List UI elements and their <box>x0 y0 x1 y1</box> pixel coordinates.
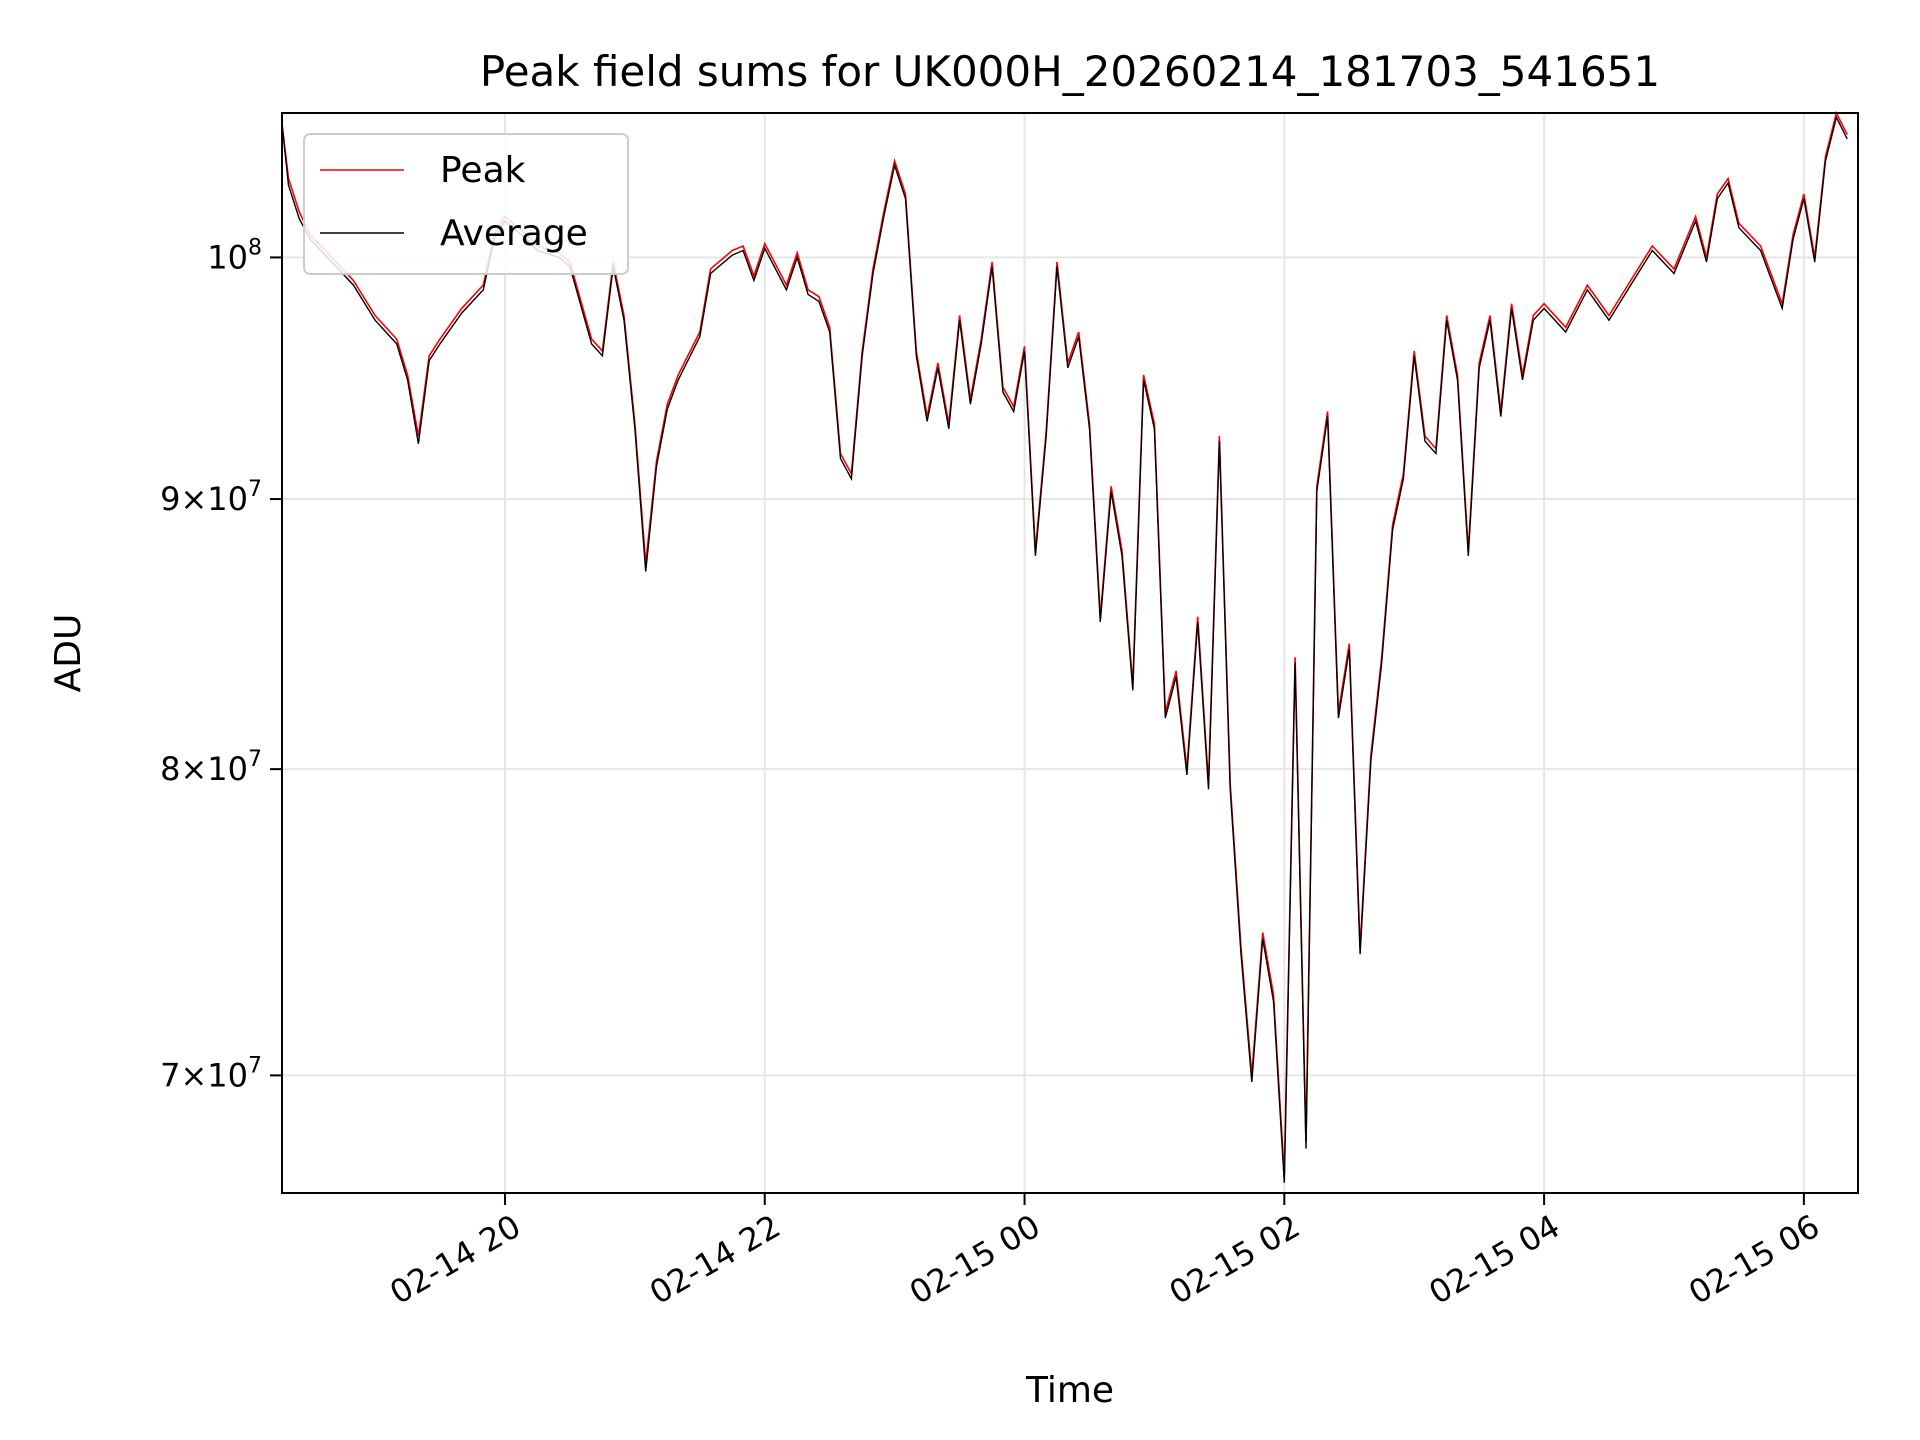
y-tick-label: 7×107 <box>160 1053 262 1094</box>
legend-label-peak: Peak <box>440 150 526 191</box>
y-axis: 7×107 8×107 9×107 108 <box>160 235 282 1094</box>
chart-title: Peak field sums for UK000H_20260214_1817… <box>480 47 1660 96</box>
legend-label-average: Average <box>440 213 588 254</box>
x-axis-label: Time <box>1025 1370 1114 1411</box>
legend-box <box>303 133 629 275</box>
y-tick-label: 9×107 <box>160 477 262 518</box>
y-axis-label: ADU <box>48 614 89 693</box>
series-line-average <box>281 115 1848 1183</box>
plot-area <box>281 110 1848 1183</box>
plot-frame <box>281 112 1859 1194</box>
y-tick-label: 108 <box>207 235 262 276</box>
legend: Peak Average <box>303 133 629 275</box>
series-line-peak <box>281 110 1848 1176</box>
grid-lines <box>282 113 1858 1193</box>
y-tick-label: 8×107 <box>160 747 262 788</box>
